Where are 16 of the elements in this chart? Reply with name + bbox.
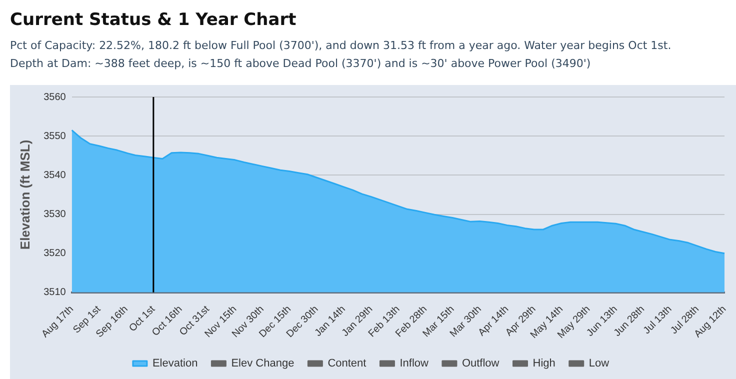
y-axis-title: Elevation (ft MSL) (17, 140, 32, 250)
chart-subtitle: Pct of Capacity: 22.52%, 180.2 ft below Full Pool (3700'), and down 31.53 ft from a year ago. Water year begins Oct 1st. Depth at Dam: ~388 feet deep, is ~150 ft above Dead Pool (3370') and is ~30' above Power Pool (3490') (10, 38, 672, 72)
legend-label: High (532, 358, 556, 370)
legend-label: Elev Change (231, 358, 294, 370)
legend-label: Low (588, 358, 610, 370)
legend-label: Inflow (400, 358, 429, 370)
legend-label: Outflow (462, 358, 500, 370)
legend-label: Content (328, 358, 366, 370)
legend-label: Elevation (152, 358, 198, 370)
y-tick-label: 3510 (44, 287, 66, 298)
y-tick-label: 3550 (44, 130, 66, 142)
y-tick-label: 3530 (44, 209, 66, 220)
y-tick-label: 3540 (44, 170, 66, 181)
y-tick-label: 3560 (44, 92, 66, 103)
chart-title: Current Status & 1 Year Chart (10, 10, 296, 30)
y-tick-label: 3520 (44, 248, 66, 260)
